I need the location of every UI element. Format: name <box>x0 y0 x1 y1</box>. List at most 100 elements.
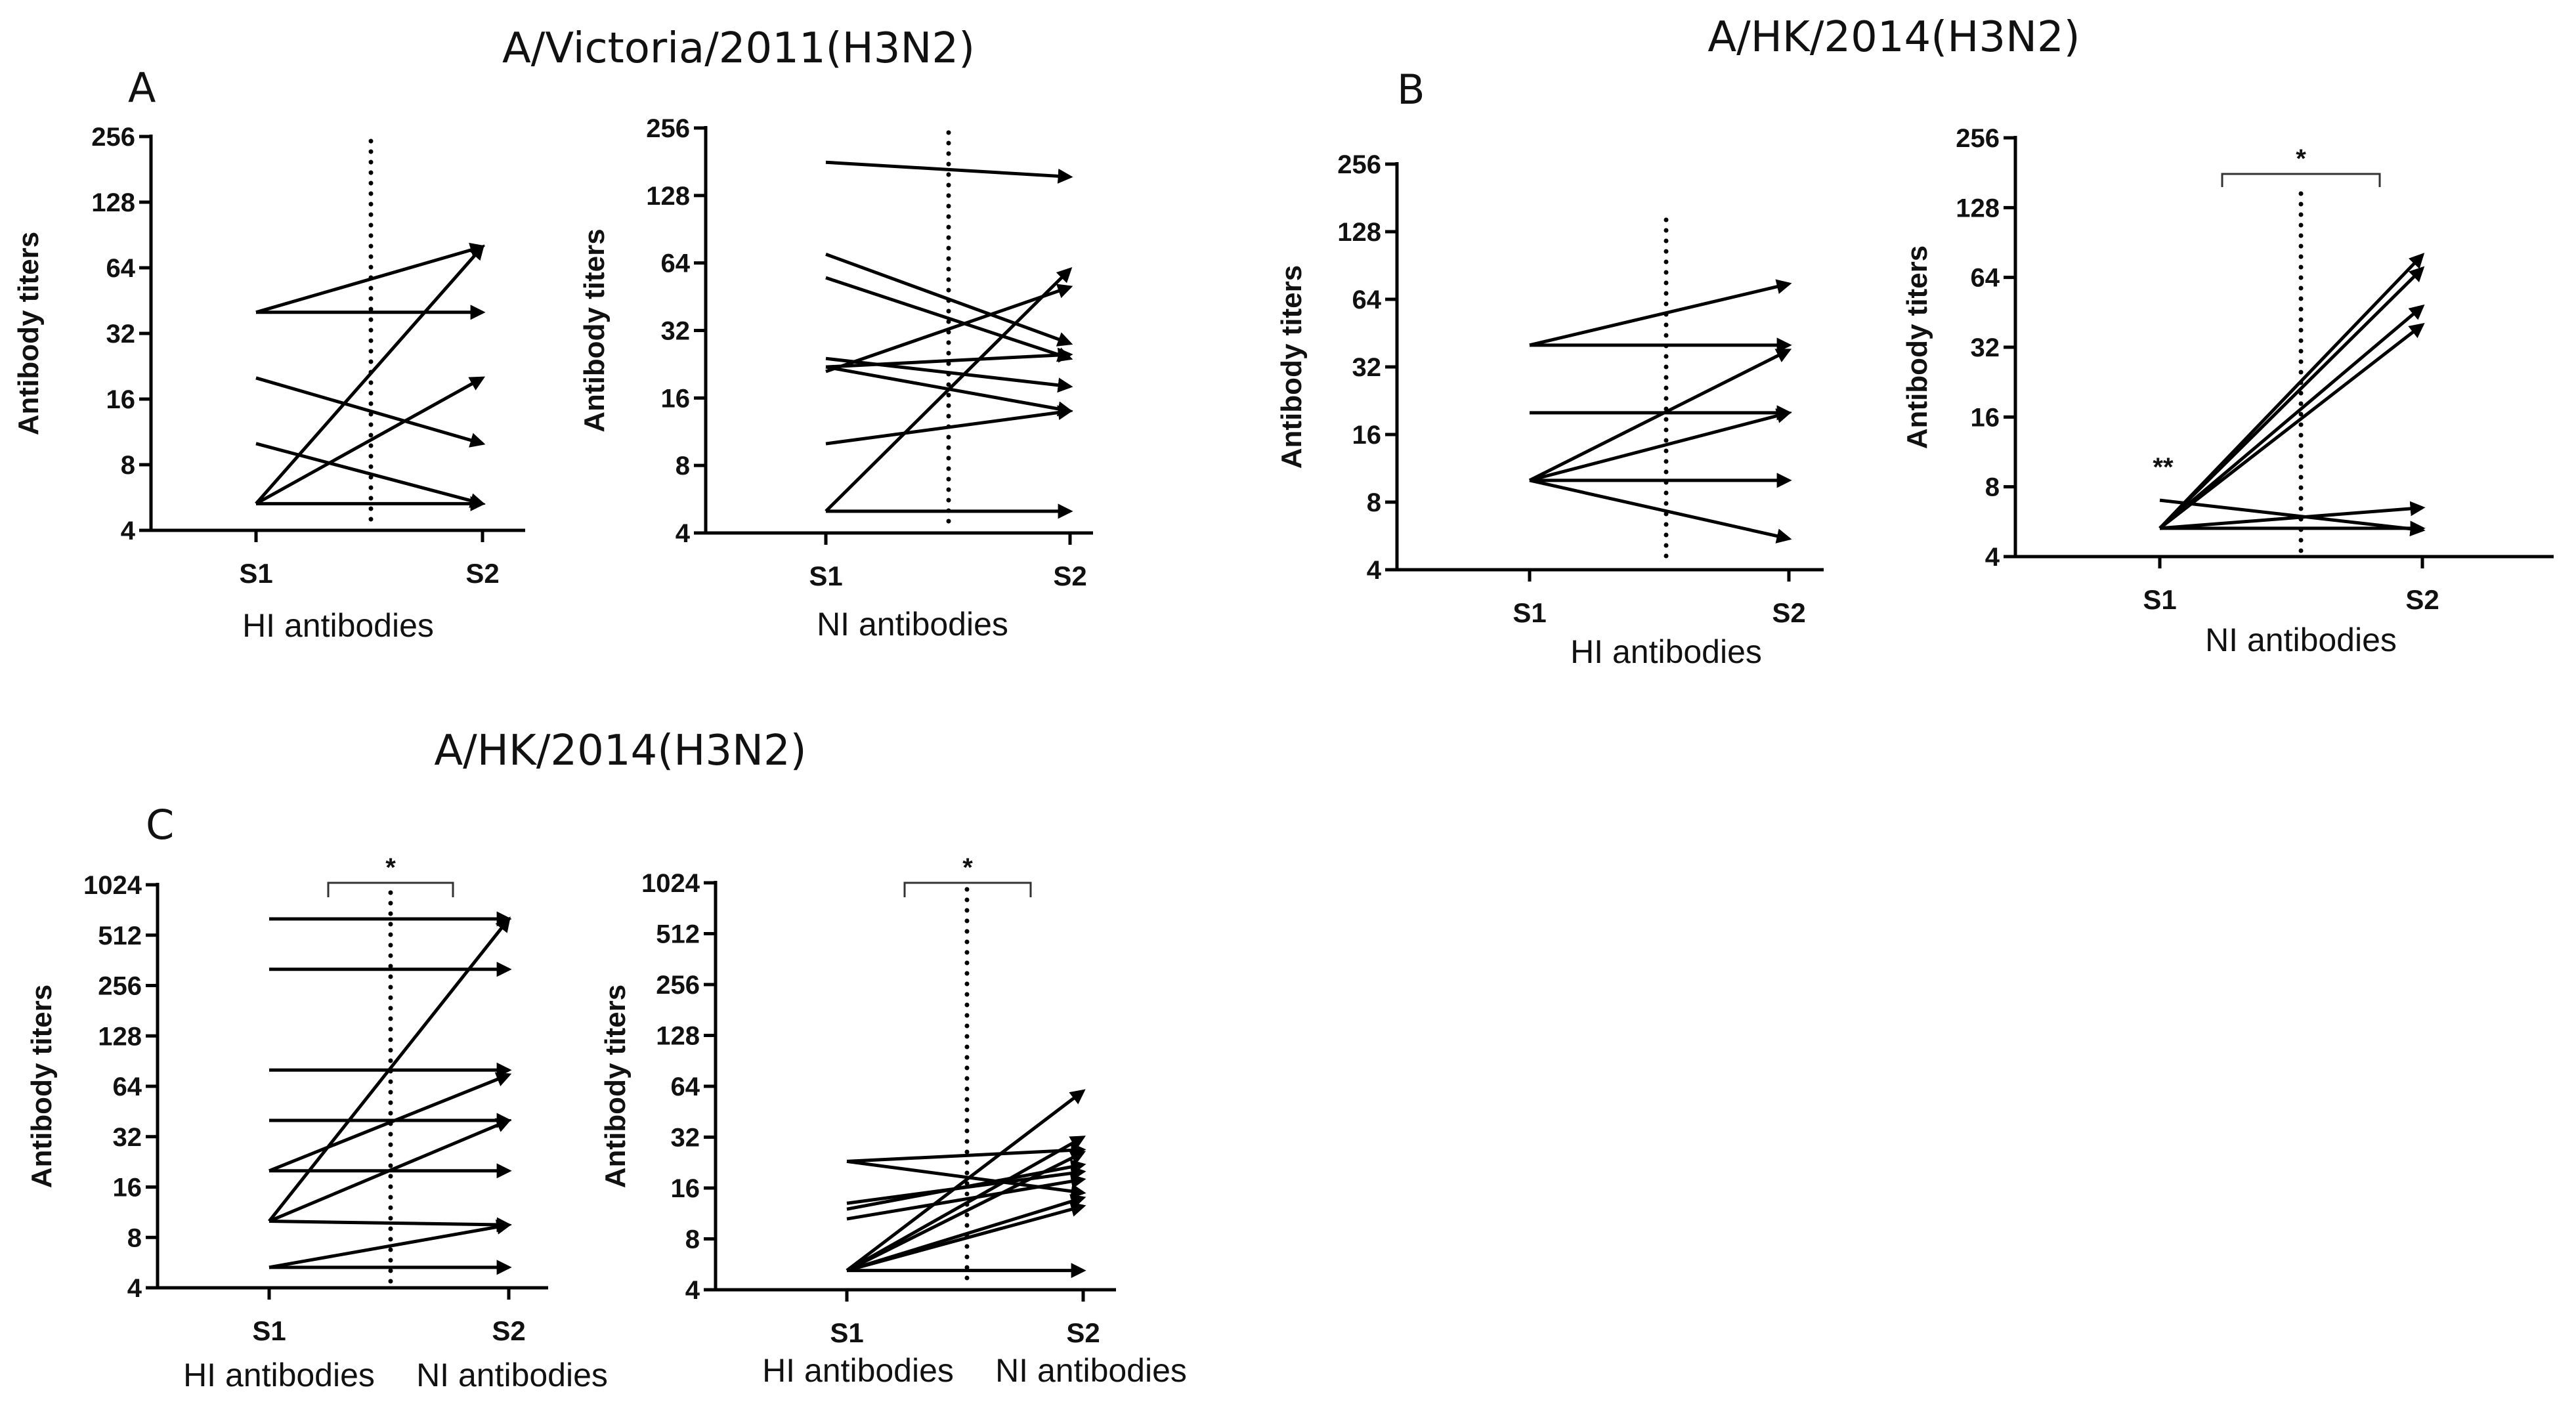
figure-title-c: A/HK/2014(H3N2) <box>434 727 806 775</box>
a1-arrow-2 <box>255 242 486 314</box>
panel-b-ni-plot: 4 8 16 32 64 128 256 S1 S2 Antibody titers NI anti… <box>1901 124 2554 658</box>
a2-arrow-6 <box>825 347 1073 369</box>
a1-x-tick-label: S2 <box>465 558 499 589</box>
c2-y-tick-label: 4 <box>685 1276 700 1305</box>
b1-x-tick-label: S1 <box>1513 597 1546 628</box>
b2-arrow-5 <box>2159 501 2426 530</box>
a1-y-tick-label: 128 <box>91 188 135 217</box>
a1-x-axis-label: HI antibodies <box>242 607 434 644</box>
a2-x-tick-label: S2 <box>1053 561 1086 591</box>
panel-c-right-plot: 4 8 16 32 64 128 256 512 1024 S1 S2 Antibody titers… <box>599 853 1187 1389</box>
a2-y-tick-label: 8 <box>676 452 690 480</box>
c2-x-axis-label-2: NI antibodies <box>995 1352 1187 1389</box>
b1-x-axis-label: HI antibodies <box>1570 633 1762 670</box>
b1-arrow-5 <box>1529 408 1792 482</box>
panel-label-b: B <box>1397 66 1425 114</box>
a2-arrow-1 <box>825 160 1073 184</box>
figure-title-b: A/HK/2014(H3N2) <box>1707 13 2080 62</box>
a2-y-tick-label: 64 <box>661 249 691 278</box>
c2-arrow-5 <box>846 1174 1086 1221</box>
a2-arrow-7 <box>825 284 1073 373</box>
b1-y-tick-label: 128 <box>1337 218 1381 247</box>
a2-arrow-3 <box>825 276 1073 362</box>
b1-arrow-1 <box>1529 279 1792 347</box>
b2-arrow-7 <box>2159 498 2426 537</box>
c2-x-tick-label: S2 <box>1066 1317 1100 1348</box>
a2-y-tick-label: 256 <box>646 114 690 143</box>
b1-y-tick-label: 16 <box>1352 421 1382 450</box>
b1-y-axis-label: Antibody titers <box>1276 265 1308 469</box>
c1-y-tick-label: 1024 <box>83 871 142 900</box>
panel-a-hi-plot: 4 8 16 32 64 128 256 S1 S2 Antibody titers HI anti… <box>12 123 525 644</box>
c1-significance-bracket <box>327 882 454 897</box>
a2-y-tick-label: 32 <box>661 317 691 346</box>
b2-arrow-2 <box>2158 266 2425 530</box>
a2-y-tick-label: 4 <box>676 519 691 548</box>
b1-y-tick-label: 64 <box>1352 286 1382 314</box>
c1-x-tick-label: S1 <box>252 1315 286 1346</box>
c2-y-tick-label: 16 <box>671 1174 700 1203</box>
a1-y-tick-label: 16 <box>106 385 136 414</box>
c2-x-tick-label: S1 <box>830 1317 863 1348</box>
b2-x-axis-label: NI antibodies <box>2205 622 2397 658</box>
c1-x-axis-label-1: HI antibodies <box>183 1357 375 1393</box>
c2-y-tick-label: 8 <box>685 1225 700 1254</box>
b1-y-tick-label: 32 <box>1352 353 1382 382</box>
b2-y-tick-label: 8 <box>1985 473 2000 502</box>
b2-significance-label: ** <box>2153 453 2174 482</box>
a2-y-tick-label: 16 <box>661 384 691 413</box>
a1-y-tick-label: 32 <box>106 320 136 349</box>
c2-y-tick-label: 64 <box>671 1073 700 1101</box>
a2-arrow-2 <box>825 253 1073 347</box>
b2-x-tick-label: S2 <box>2405 584 2439 615</box>
c2-arrow-11 <box>846 1202 1086 1273</box>
c1-x-axis-label-2: NI antibodies <box>416 1357 608 1393</box>
c1-y-tick-label: 256 <box>98 972 142 1001</box>
a2-x-tick-label: S1 <box>809 561 842 591</box>
c2-y-tick-label: 128 <box>656 1022 700 1051</box>
panel-c-left-plot: 4 8 16 32 64 128 256 512 1024 S1 S2 Antibody titers… <box>26 853 608 1393</box>
b1-y-tick-label: 8 <box>1367 488 1381 517</box>
b1-y-tick-label: 256 <box>1337 150 1381 179</box>
b2-y-tick-label: 4 <box>1985 543 2000 572</box>
c1-x-tick-label: S2 <box>492 1315 525 1346</box>
panel-a-ni-plot: 4 8 16 32 64 128 256 S1 S2 Antibody titers NI anti… <box>578 114 1093 643</box>
c1-arrow-9 <box>268 916 511 1223</box>
b2-y-tick-label: 16 <box>1971 403 2000 432</box>
b2-arrow-4 <box>2158 322 2425 530</box>
b2-y-axis-label: Antibody titers <box>1901 245 1933 449</box>
c2-y-tick-label: 32 <box>671 1124 700 1153</box>
c1-y-tick-label: 512 <box>98 922 142 950</box>
a1-arrow-7 <box>255 376 486 505</box>
c1-arrow-6 <box>268 1072 512 1173</box>
c2-x-axis-label-1: HI antibodies <box>762 1352 954 1389</box>
c2-significance-star: * <box>962 853 973 882</box>
b1-y-tick-label: 4 <box>1367 556 1382 585</box>
a2-y-tick-label: 128 <box>646 182 690 211</box>
c1-y-tick-label: 16 <box>113 1174 142 1202</box>
b2-y-tick-label: 32 <box>1971 333 2000 362</box>
c2-y-tick-label: 1024 <box>641 869 700 898</box>
b2-y-tick-label: 64 <box>1971 264 2000 293</box>
c2-arrow-1 <box>846 1142 1086 1163</box>
c2-y-tick-label: 512 <box>656 920 700 949</box>
b2-y-tick-label: 128 <box>1956 194 2000 223</box>
c1-arrow-7 <box>268 1118 512 1223</box>
a2-y-axis-label: Antibody titers <box>578 228 611 432</box>
c1-arrow-8 <box>268 1217 512 1233</box>
c2-arrow-7 <box>846 1089 1086 1272</box>
b1-arrow-4 <box>1528 349 1792 482</box>
a1-arrow-4 <box>255 442 486 508</box>
panel-b-hi-plot: 4 8 16 32 64 128 256 S1 S2 Antibody titers HI anti… <box>1276 150 1824 670</box>
c1-y-tick-label: 4 <box>127 1274 142 1303</box>
b1-arrow-7 <box>1529 478 1792 543</box>
a2-x-axis-label: NI antibodies <box>817 606 1008 643</box>
c2-arrow-9 <box>846 1151 1086 1272</box>
b2-x-tick-label: S1 <box>2143 584 2176 615</box>
b2-y-tick-label: 256 <box>1956 124 2000 153</box>
c2-arrow-8 <box>846 1136 1086 1272</box>
c1-y-tick-label: 8 <box>127 1223 142 1252</box>
a2-arrow-4 <box>825 356 1073 393</box>
figure-title-a: A/Victoria/2011(H3N2) <box>502 24 975 73</box>
